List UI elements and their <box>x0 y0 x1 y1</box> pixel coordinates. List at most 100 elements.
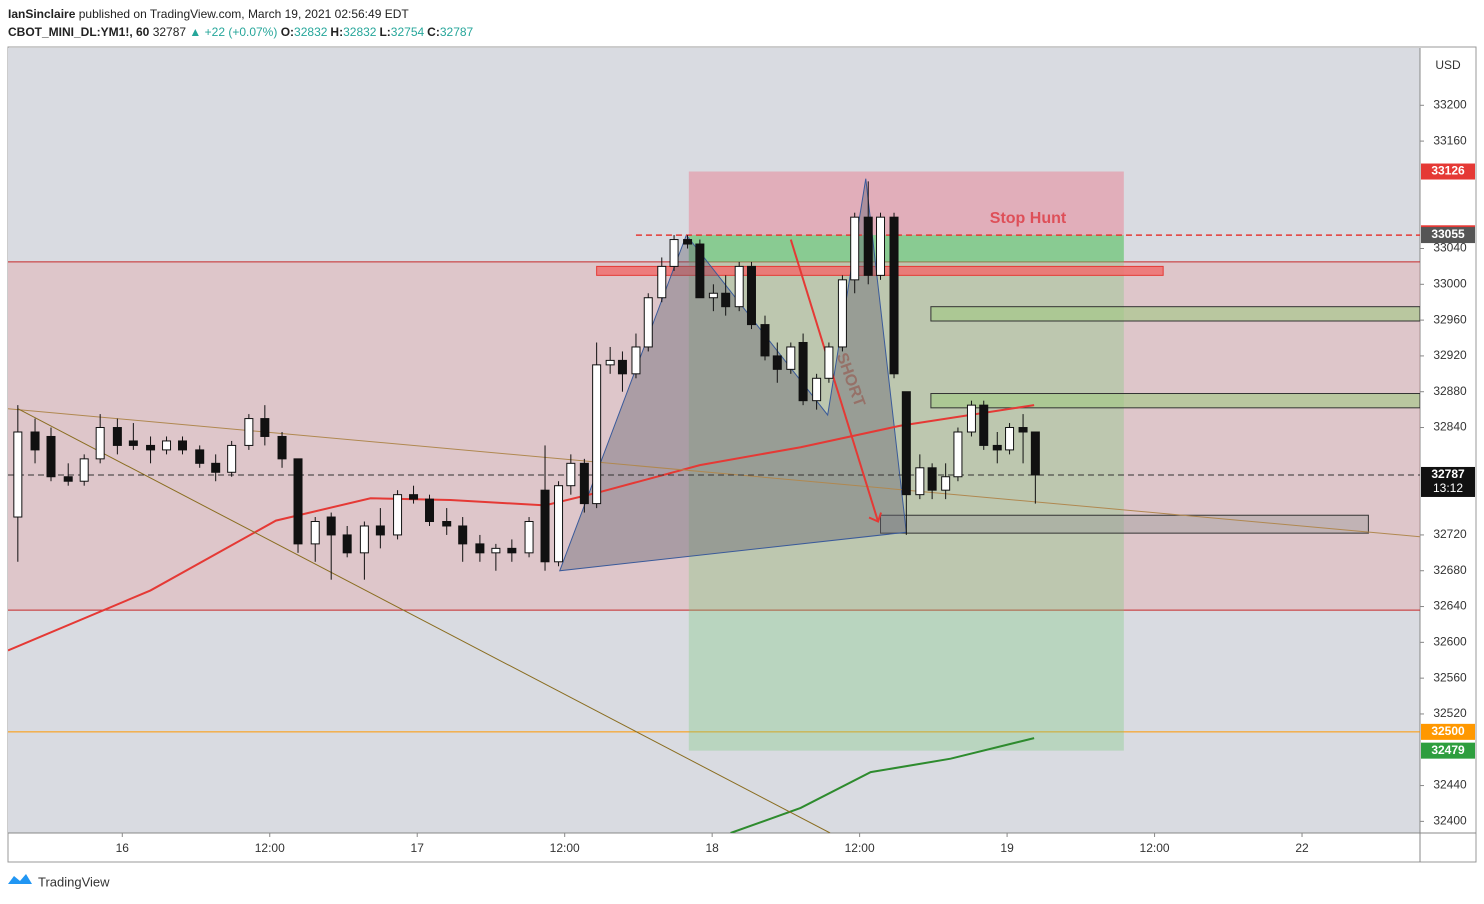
candle-body <box>760 324 770 357</box>
x-tick-label: 19 <box>1000 841 1014 855</box>
candle-body <box>566 462 576 487</box>
candle-body <box>863 216 873 276</box>
candle-body <box>112 427 122 446</box>
symbol: CBOT_MINI_DL:YM1!, 60 <box>8 25 150 39</box>
ohlc-value: 32754 <box>390 25 425 39</box>
y-tick-label: 32880 <box>1433 384 1467 398</box>
y-tick-label: 32680 <box>1433 563 1467 577</box>
y-tick-label: 32560 <box>1433 670 1467 684</box>
line <box>789 239 880 522</box>
x-tick-label: 12:00 <box>1140 841 1170 855</box>
candle-body <box>708 292 718 299</box>
candle-body <box>442 521 452 527</box>
candle-body <box>13 431 23 518</box>
candle-body <box>927 467 937 491</box>
candle-body <box>540 489 550 563</box>
box <box>880 514 1369 534</box>
x-tick-label: 12:00 <box>255 841 285 855</box>
last: 32787 <box>152 25 187 39</box>
candle-body <box>554 485 564 563</box>
candle-body <box>876 216 886 276</box>
candle-body <box>475 543 485 554</box>
price-tag-label: 32479 <box>1431 743 1465 757</box>
candle-body <box>915 467 925 496</box>
candle-body <box>425 498 435 523</box>
candle-body <box>244 418 254 446</box>
candle-body <box>458 525 468 545</box>
candle-body <box>491 547 501 554</box>
y-tick-label: 32520 <box>1433 706 1467 720</box>
box <box>688 171 1124 236</box>
candle-body <box>375 525 385 536</box>
candle-body <box>889 216 899 375</box>
candle-body <box>812 377 822 402</box>
box <box>688 235 1124 262</box>
author: IanSinclaire <box>8 7 76 21</box>
candle-body <box>953 431 963 478</box>
line <box>17 408 831 833</box>
candle-body <box>326 516 336 536</box>
candle-body <box>524 521 534 554</box>
candle-body <box>657 265 667 299</box>
x-tick-label: 22 <box>1295 841 1309 855</box>
candle-body <box>966 404 976 433</box>
candle-body <box>643 297 653 348</box>
candle-body <box>178 440 188 451</box>
candle-body <box>63 476 73 482</box>
x-tick-label: 12:00 <box>845 841 875 855</box>
ohlc-label: L: <box>379 25 391 39</box>
candle-body <box>195 449 205 464</box>
candle-body <box>746 265 756 326</box>
candle-body <box>695 243 705 299</box>
candle-body <box>128 440 138 446</box>
candle-body <box>941 476 951 491</box>
candle-body <box>992 444 1002 451</box>
candle-body <box>162 440 172 451</box>
candle-body <box>393 494 403 536</box>
symbol-line: CBOT_MINI_DL:YM1!, 60 32787 ▲ +22 (+0.07… <box>8 25 476 39</box>
candle-body <box>683 239 693 245</box>
candle-body <box>409 494 419 500</box>
candle-body <box>837 279 847 348</box>
y-tick-label: 33040 <box>1433 241 1467 255</box>
candle-body <box>342 534 352 554</box>
line <box>8 408 1420 538</box>
ohlc-value: 32832 <box>294 25 328 39</box>
candle-body <box>786 346 796 370</box>
candle-body <box>46 435 56 478</box>
candle-body <box>850 216 860 281</box>
price-tag-sub: 13:12 <box>1433 481 1463 495</box>
candle-body <box>293 458 303 545</box>
candle-body <box>617 359 627 375</box>
logo-icon <box>8 874 32 884</box>
y-tick-label: 32960 <box>1433 312 1467 326</box>
x-tick-label: 18 <box>705 841 719 855</box>
candle-body <box>79 458 89 482</box>
ohlc-label: C: <box>427 25 440 39</box>
price-tag <box>1421 723 1475 740</box>
candle-body <box>146 444 156 451</box>
candle-body <box>798 341 808 402</box>
candle-body <box>592 364 602 505</box>
price-tag <box>1421 163 1475 180</box>
candle-body <box>211 462 221 473</box>
price-tag-label: 32500 <box>1431 724 1465 738</box>
price-tag-label: 33126 <box>1431 164 1465 178</box>
candle-body <box>227 444 237 473</box>
candle-body <box>1005 427 1015 451</box>
ohlc-label: O: <box>280 25 295 39</box>
candle-body <box>95 427 105 460</box>
x-tick-label: 12:00 <box>550 841 580 855</box>
x-tick-label: 16 <box>116 841 130 855</box>
plot-bg <box>8 48 1420 833</box>
brand: TradingView <box>38 874 110 889</box>
plot-layer <box>8 171 1420 833</box>
candle-body <box>631 346 641 375</box>
candle-body <box>1030 431 1040 476</box>
y-tick-label: 33160 <box>1433 133 1467 147</box>
candle-body <box>1018 427 1028 433</box>
candle-body <box>359 525 369 554</box>
candle-body <box>669 239 679 267</box>
price-tag <box>1421 742 1475 759</box>
